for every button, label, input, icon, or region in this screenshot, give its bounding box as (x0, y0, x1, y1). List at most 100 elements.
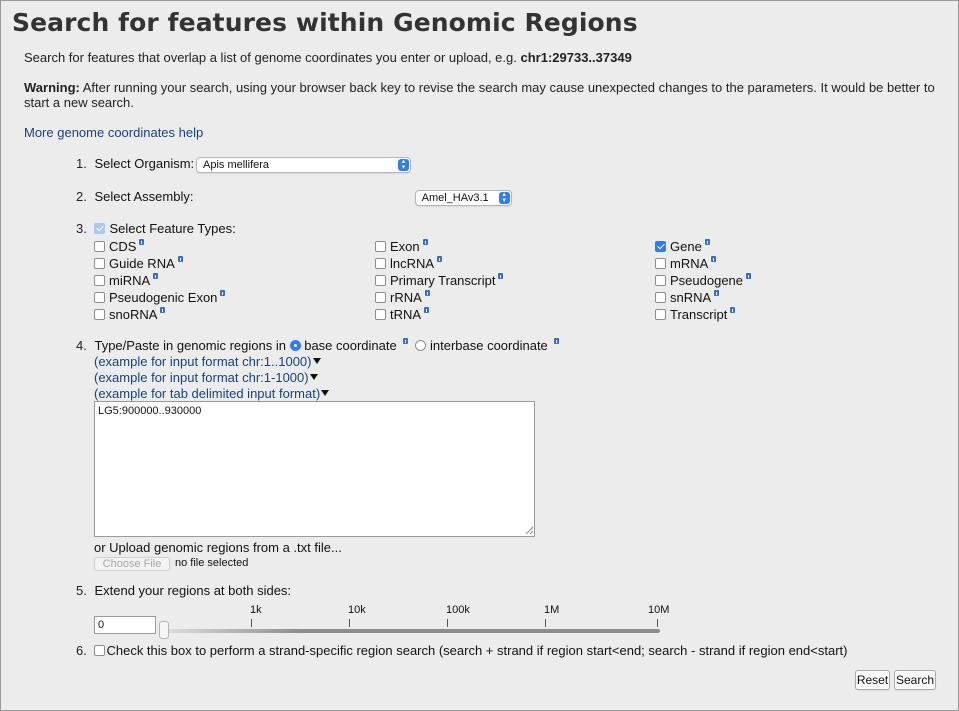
organism-select[interactable]: Apis mellifera ▴ ▾ (196, 157, 411, 173)
no-file-text: no file selected (175, 557, 249, 569)
help-info-icon[interactable] (746, 273, 752, 279)
help-info-icon[interactable] (730, 307, 736, 313)
feature-type-guide-rna[interactable]: Guide RNA (94, 255, 225, 272)
step-number: 5. (76, 583, 87, 598)
step-number: 3. (76, 221, 87, 236)
coordinates-help-link[interactable]: More genome coordinates help (24, 125, 204, 140)
feature-checkbox[interactable] (94, 292, 105, 303)
feature-label: Exon (390, 239, 420, 254)
example-1-link[interactable]: (example for input format chr:1..1000) (94, 354, 312, 369)
slider-tick-label: 10k (348, 604, 366, 616)
help-info-icon[interactable] (711, 256, 717, 262)
feature-type-snorna[interactable]: snoRNA (94, 306, 225, 323)
feature-type-mirna[interactable]: miRNA (94, 272, 225, 289)
strand-specific-checkbox[interactable] (94, 645, 106, 656)
step-2: 2. Select Assembly: (76, 189, 193, 204)
regions-textarea[interactable]: LG5:900000..930000 (94, 401, 535, 537)
warning-label: Warning: (24, 80, 80, 95)
assembly-select-value: Amel_HAv3.1 (421, 192, 489, 204)
slider-tick (657, 619, 658, 627)
slider-tick-label: 1M (544, 604, 560, 616)
expand-triangle-icon[interactable] (321, 390, 330, 396)
help-info-icon[interactable] (498, 273, 504, 279)
reset-button[interactable]: Reset (855, 670, 890, 690)
feature-checkbox[interactable] (375, 258, 386, 269)
help-info-icon[interactable] (160, 307, 166, 313)
example-2-link[interactable]: (example for input format chr:1-1000) (94, 370, 309, 385)
feature-checkbox[interactable] (94, 275, 105, 286)
slider-tick (349, 619, 350, 627)
feature-type-rrna[interactable]: rRNA (375, 289, 503, 306)
example-1[interactable]: (example for input format chr:1..1000) (94, 354, 321, 369)
feature-type-primary-transcript[interactable]: Primary Transcript (375, 272, 504, 289)
feature-type-pseudogenic-exon[interactable]: Pseudogenic Exon (94, 289, 226, 306)
feature-checkbox[interactable] (94, 258, 105, 269)
interbase-coordinate-label: interbase coordinate (429, 338, 548, 353)
extend-slider-track-fade (161, 629, 301, 633)
feature-checkbox[interactable] (375, 241, 386, 252)
choose-file-button[interactable]: Choose File (94, 557, 170, 571)
expand-triangle-icon[interactable] (309, 374, 318, 380)
feature-checkbox[interactable] (655, 309, 666, 320)
step-3: 3. Select Feature Types: (76, 221, 236, 236)
feature-label: rRNA (390, 290, 422, 305)
feature-checkbox[interactable] (655, 275, 666, 286)
assembly-label: Select Assembly: (94, 189, 194, 204)
expand-triangle-icon[interactable] (312, 358, 321, 364)
example-3[interactable]: (example for tab delimited input format) (94, 386, 330, 401)
organism-label: Select Organism: (94, 156, 195, 171)
feature-checkbox[interactable] (655, 258, 666, 269)
help-info-icon[interactable] (704, 239, 710, 245)
feature-label: Primary Transcript (390, 273, 496, 288)
help-info-icon[interactable] (177, 256, 183, 262)
feature-type-lncrna[interactable]: lncRNA (375, 255, 503, 272)
step-number: 1. (76, 156, 87, 171)
base-coordinate-label: base coordinate (304, 338, 397, 353)
help-info-icon[interactable] (424, 290, 430, 296)
feature-type-mrna[interactable]: mRNA (655, 255, 751, 272)
select-arrows-icon: ▴ ▾ (498, 191, 510, 204)
feature-type-cds[interactable]: CDS (94, 238, 225, 255)
help-info-icon[interactable] (402, 338, 408, 344)
feature-type-snrna[interactable]: snRNA (655, 289, 751, 306)
help-info-icon[interactable] (437, 256, 443, 262)
feature-type-gene[interactable]: Gene (655, 238, 751, 255)
feature-column-1: CDS Guide RNA miRNA Pseudogenic Exon sno… (94, 238, 226, 323)
example-2[interactable]: (example for input format chr:1-1000) (94, 370, 318, 385)
extend-slider-thumb[interactable] (159, 621, 169, 639)
help-info-icon[interactable] (139, 239, 145, 245)
feature-checkbox[interactable] (94, 241, 105, 252)
feature-checkbox[interactable] (375, 292, 386, 303)
feature-checkbox[interactable] (655, 241, 666, 252)
warning-text: Warning: After running your search, usin… (24, 80, 939, 110)
feature-type-exon[interactable]: Exon (375, 238, 503, 255)
slider-tick (447, 619, 448, 627)
help-info-icon[interactable] (220, 290, 226, 296)
select-all-feature-types-checkbox[interactable] (94, 223, 106, 234)
interbase-coordinate-radio[interactable] (415, 340, 427, 351)
feature-type-transcript[interactable]: Transcript (655, 306, 751, 323)
search-button[interactable]: Search (894, 670, 936, 690)
help-info-icon[interactable] (424, 307, 430, 313)
help-info-icon[interactable] (553, 338, 559, 344)
assembly-select[interactable]: Amel_HAv3.1 ▴ ▾ (414, 190, 512, 206)
strand-specific-label: Check this box to perform a strand-speci… (106, 643, 848, 658)
step-4: 4. Type/Paste in genomic regions in base… (76, 338, 559, 353)
base-coordinate-radio[interactable] (289, 340, 301, 351)
resize-grip-icon[interactable] (525, 526, 534, 535)
feature-checkbox[interactable] (375, 309, 386, 320)
feature-checkbox[interactable] (655, 292, 666, 303)
feature-checkbox[interactable] (375, 275, 386, 286)
extend-input[interactable] (94, 616, 156, 634)
feature-label: tRNA (390, 307, 422, 322)
example-3-link[interactable]: (example for tab delimited input format) (94, 386, 321, 401)
feature-type-pseudogene[interactable]: Pseudogene (655, 272, 752, 289)
help-info-icon[interactable] (714, 290, 720, 296)
feature-checkbox[interactable] (94, 309, 105, 320)
page-title: Search for features within Genomic Regio… (12, 8, 638, 37)
help-info-icon[interactable] (422, 239, 428, 245)
help-info-icon[interactable] (153, 273, 159, 279)
feature-type-trna[interactable]: tRNA (375, 306, 503, 323)
extend-slider-track[interactable] (161, 629, 660, 633)
slider-tick (545, 619, 546, 627)
